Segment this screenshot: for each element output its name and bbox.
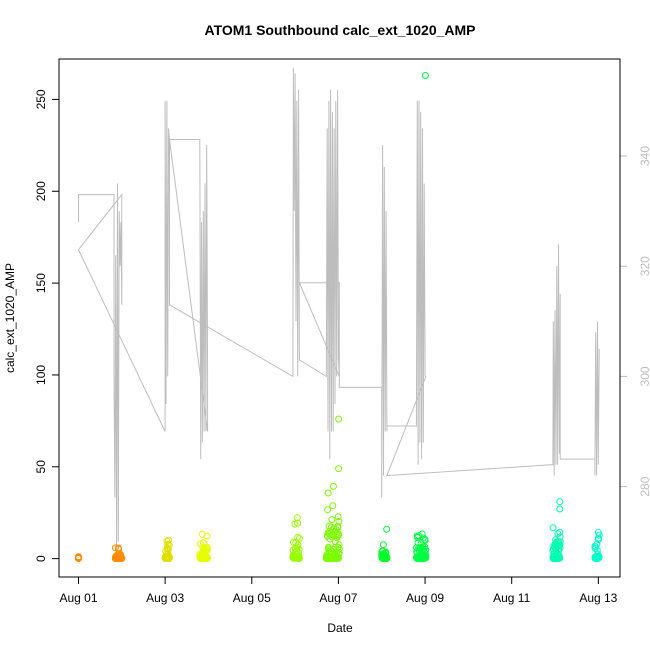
point-cluster	[111, 544, 126, 563]
data-point	[334, 524, 342, 532]
data-point	[294, 541, 302, 549]
data-point	[329, 502, 337, 510]
data-point	[295, 553, 303, 560]
y-axis-label: calc_ext_1020_AMP	[3, 263, 17, 373]
data-point	[421, 536, 429, 544]
point-cluster	[289, 514, 303, 563]
chart-title: ATOM1 Southbound calc_ext_1020_AMP	[205, 22, 476, 38]
data-point	[335, 554, 342, 562]
plot-frame	[58, 58, 621, 578]
data-point	[556, 544, 564, 552]
data-point	[203, 532, 211, 540]
data-point	[295, 555, 303, 563]
data-point	[335, 518, 343, 525]
outlier-point	[335, 465, 343, 473]
data-point	[165, 541, 173, 549]
y-tick-label: 0	[34, 555, 48, 562]
y2-tick-label: 280	[638, 476, 650, 496]
y2-tick-label: 300	[638, 366, 650, 386]
data-point	[418, 530, 426, 538]
outlier-point	[383, 525, 391, 533]
outlier-point	[556, 505, 564, 513]
y2-tick-label: 340	[638, 146, 650, 166]
data-point	[324, 506, 332, 514]
data-point	[328, 516, 336, 524]
data-point	[166, 553, 173, 561]
point-cluster	[378, 525, 391, 563]
point-cluster	[196, 530, 212, 563]
data-point	[118, 554, 126, 562]
data-point	[549, 524, 557, 532]
data-point	[595, 536, 603, 543]
data-point	[198, 530, 206, 538]
data-point	[556, 528, 564, 536]
secondary-series-layer	[77, 67, 600, 553]
data-point	[164, 540, 172, 548]
data-point	[294, 519, 302, 527]
y-tick-label: 150	[34, 273, 48, 293]
data-points-layer	[75, 72, 603, 563]
data-point	[383, 554, 391, 562]
data-point	[294, 533, 302, 541]
data-point	[556, 541, 564, 549]
data-point	[422, 554, 430, 562]
data-point	[200, 539, 208, 547]
data-point	[335, 549, 343, 557]
data-point	[116, 550, 124, 558]
x-tick-label: Aug 01	[59, 591, 97, 605]
data-point	[204, 544, 211, 552]
data-point	[335, 541, 343, 549]
data-point	[556, 554, 564, 562]
y-tick-label: 200	[34, 181, 48, 201]
point-cluster	[591, 528, 603, 563]
data-point	[324, 489, 332, 497]
y-tick-label: 100	[34, 365, 48, 385]
point-cluster	[75, 553, 82, 562]
data-point	[111, 544, 119, 552]
x-axis-label: Date	[327, 621, 353, 635]
x-tick-label: Aug 13	[579, 591, 617, 605]
x-tick-label: Aug 11	[493, 591, 530, 605]
point-cluster	[322, 415, 343, 563]
y2-tick-label: 320	[638, 256, 650, 276]
outlier-point	[556, 498, 564, 506]
data-point	[164, 546, 172, 554]
x-tick-label: Aug 03	[146, 591, 184, 605]
data-point	[295, 535, 303, 542]
x-tick-label: Aug 07	[319, 591, 357, 605]
data-point	[595, 531, 603, 539]
data-point	[335, 530, 343, 538]
y-tick-label: 50	[34, 460, 48, 474]
x-tick-label: Aug 09	[406, 591, 444, 605]
y-tick-label: 250	[34, 89, 48, 109]
data-point	[295, 546, 303, 553]
data-point	[334, 513, 342, 521]
data-point	[164, 536, 172, 544]
data-point	[329, 482, 337, 490]
data-point	[556, 533, 564, 541]
data-point	[419, 534, 427, 542]
x-tick-label: Aug 05	[233, 591, 271, 605]
data-point	[595, 553, 603, 561]
point-cluster	[549, 498, 564, 563]
point-cluster	[412, 72, 430, 563]
outlier-point	[335, 415, 343, 423]
outlier-point	[421, 72, 429, 79]
data-point	[422, 552, 430, 559]
data-point	[163, 537, 171, 545]
data-point	[335, 545, 343, 553]
data-point	[556, 538, 564, 546]
data-point	[204, 554, 212, 562]
point-cluster	[161, 536, 173, 563]
data-point	[75, 554, 82, 562]
data-point	[379, 541, 387, 549]
secondary-series-line	[77, 67, 600, 553]
